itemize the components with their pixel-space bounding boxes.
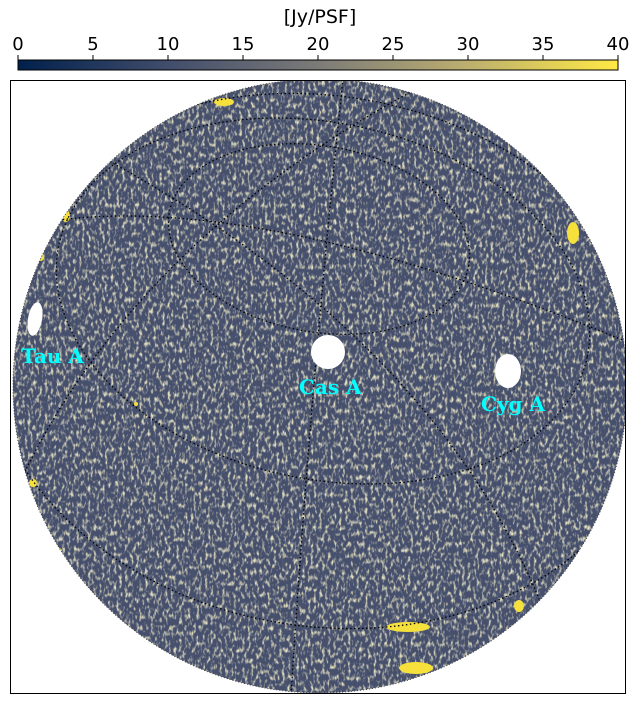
label-tau-a: Tau A	[21, 344, 84, 368]
artifact-dot-1	[134, 402, 138, 406]
artifact-bottom-right	[514, 600, 524, 612]
artifact-left-mid	[38, 253, 44, 261]
colorbar-tick-label: 10	[157, 34, 180, 55]
sky-noise-texture	[13, 81, 625, 693]
colorbar-tick-label: 35	[532, 34, 555, 55]
artifact-left-lower	[29, 479, 37, 487]
coordinate-grid	[13, 81, 625, 693]
colorbar-tick-label: 20	[307, 34, 330, 55]
mask-tau-a	[27, 302, 43, 336]
grid-dec-40	[55, 117, 591, 485]
label-cyg-a: Cyg A	[481, 392, 545, 416]
colorbar-tick-label: 15	[232, 34, 255, 55]
mask-cas-a	[311, 335, 345, 369]
sky-map: Tau A Cas A Cyg A	[12, 81, 625, 693]
colorbar-tick-label: 5	[87, 34, 98, 55]
label-cas-a: Cas A	[299, 375, 362, 399]
bright-artifacts	[29, 98, 579, 674]
grid-ra-1	[290, 81, 344, 693]
colorbar-tick-label: 0	[12, 34, 23, 55]
colorbar-tick-label: 25	[382, 34, 405, 55]
colorbar: 0 5 10 15 20 25 30 35 40	[12, 34, 629, 71]
artifact-right	[567, 222, 579, 244]
grid-dec-70	[167, 143, 471, 335]
colorbar-gradient	[17, 59, 619, 71]
colorbar-tick-label: 30	[457, 34, 480, 55]
artifact-top	[214, 98, 234, 106]
map-frame: Tau A Cas A Cyg A	[10, 80, 626, 694]
artifact-bottom-2	[399, 662, 433, 674]
mask-cyg-a	[495, 354, 521, 388]
colorbar-tick-label: 40	[607, 34, 630, 55]
masked-sources	[27, 302, 521, 388]
colorbar-title: [Jy/PSF]	[283, 6, 357, 28]
artifact-bottom-1	[386, 622, 430, 632]
grid-dec-10	[13, 92, 625, 630]
colorbar-ticks: 0 5 10 15 20 25 30 35 40	[12, 34, 629, 60]
